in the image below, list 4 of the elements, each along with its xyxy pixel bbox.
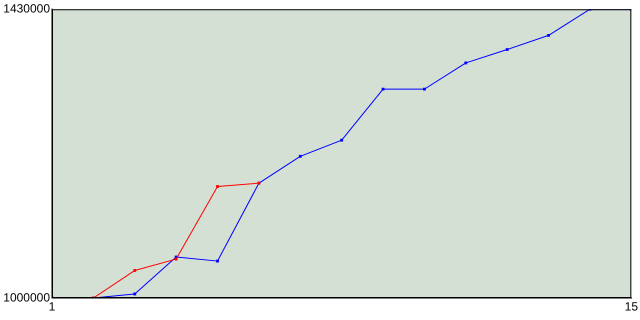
x-tick-label: 1 <box>48 300 56 314</box>
y-tick-label: 1430000 <box>3 2 50 16</box>
x-tick-label: 15 <box>624 300 638 314</box>
y-tick-label: 1000000 <box>3 290 50 304</box>
